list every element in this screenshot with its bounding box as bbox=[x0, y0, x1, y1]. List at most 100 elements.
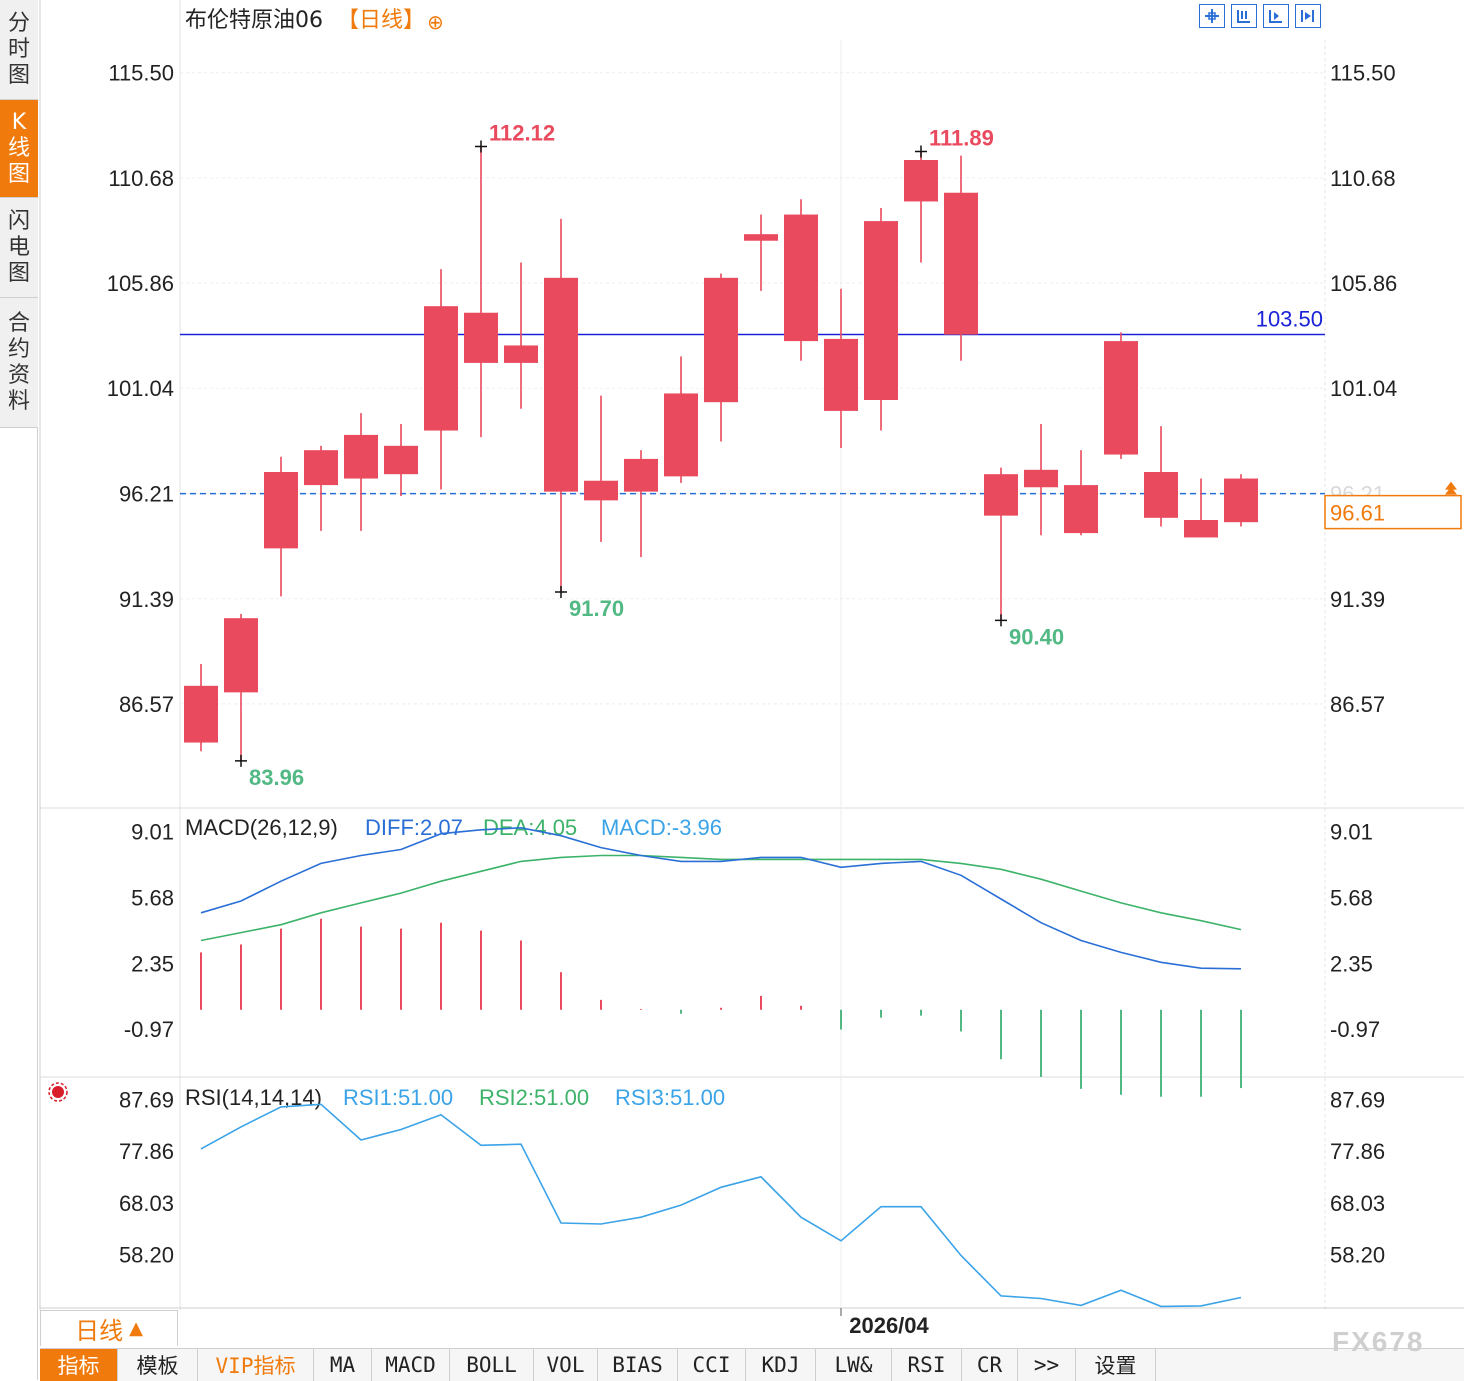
low-price-label: 83.96 bbox=[249, 765, 304, 790]
candle-body bbox=[464, 312, 498, 363]
candle-body bbox=[944, 192, 978, 335]
indicator-tab[interactable]: BOLL bbox=[450, 1349, 534, 1381]
rsi-tick-label-right: 87.69 bbox=[1330, 1088, 1385, 1113]
rsi-legend-item: RSI1:51.00 bbox=[343, 1085, 453, 1110]
sidebar-tab-0[interactable]: 分时图 bbox=[0, 0, 38, 100]
caret-up-icon: ▲ bbox=[129, 1318, 143, 1339]
period-button[interactable]: 日线 ▲ bbox=[40, 1310, 178, 1346]
rsi-tick-label-right: 77.86 bbox=[1330, 1139, 1385, 1164]
macd-tick-label-right: 9.01 bbox=[1330, 820, 1373, 845]
extreme-marker-icon bbox=[235, 754, 247, 767]
diff-line bbox=[200, 826, 1242, 970]
rsi-line bbox=[200, 1103, 1242, 1308]
candle-body bbox=[504, 345, 538, 363]
rsi-tick-label-left: 87.69 bbox=[119, 1088, 174, 1113]
indicator-tab[interactable]: RSI bbox=[892, 1349, 962, 1381]
macd-tick-label-left: 5.68 bbox=[131, 885, 174, 910]
candle-body bbox=[1184, 520, 1218, 538]
period-label: 日线 bbox=[75, 1317, 124, 1345]
rsi-tick-label-right: 58.20 bbox=[1330, 1242, 1385, 1267]
indicator-tab[interactable]: MA bbox=[314, 1349, 372, 1381]
price-tick-label-right: 115.50 bbox=[1330, 61, 1396, 86]
price-tick-label-left: 115.50 bbox=[108, 61, 174, 86]
extreme-marker-icon bbox=[555, 586, 567, 598]
sidebar-tab-2[interactable]: 闪电图 bbox=[0, 198, 38, 298]
high-price-label: 112.12 bbox=[489, 120, 555, 145]
indicator-tab[interactable]: >> bbox=[1018, 1349, 1076, 1381]
indicator-tab[interactable]: CR bbox=[962, 1349, 1018, 1381]
sidebar-tab-3[interactable]: 合约资料 bbox=[0, 298, 38, 428]
indicator-tab[interactable]: MACD bbox=[372, 1349, 450, 1381]
price-tick-label-right: 105.86 bbox=[1330, 271, 1397, 296]
candle-body bbox=[664, 393, 698, 477]
candle-body bbox=[784, 214, 818, 342]
price-tick-label-right: 91.39 bbox=[1330, 587, 1385, 612]
candle-body bbox=[824, 338, 858, 411]
level-line-label: 103.50 bbox=[1256, 307, 1323, 332]
price-tick-label-right: 101.04 bbox=[1330, 376, 1397, 401]
indicator-settings-icon[interactable] bbox=[48, 1082, 68, 1102]
indicator-tab[interactable]: VIP指标 bbox=[198, 1349, 314, 1381]
candle-body bbox=[304, 450, 338, 486]
low-price-label: 91.70 bbox=[569, 596, 624, 621]
rsi-tick-label-right: 68.03 bbox=[1330, 1191, 1385, 1216]
rsi-legend-item: RSI2:51.00 bbox=[479, 1085, 589, 1110]
price-tick-label-left: 110.68 bbox=[108, 166, 174, 191]
candle-body bbox=[384, 445, 418, 475]
crosshair-icon[interactable] bbox=[1199, 4, 1225, 28]
rsi-legend-item: RSI3:51.00 bbox=[615, 1085, 725, 1110]
period-tag: 【日线】 bbox=[337, 8, 425, 33]
price-tick-label-left: 91.39 bbox=[119, 587, 174, 612]
low-price-label: 90.40 bbox=[1009, 624, 1064, 649]
candle-body bbox=[344, 434, 378, 479]
indicator-tab[interactable]: VOL bbox=[534, 1349, 598, 1381]
candle-body bbox=[904, 160, 938, 202]
indicator-bar: 指标 模板 VIP指标 MA MACD BOLL VOL BIAS CCI KDJ LW& RSI CR… bbox=[40, 1348, 1464, 1381]
indicator-tab[interactable]: BIAS bbox=[598, 1349, 678, 1381]
price-tick-label-left: 101.04 bbox=[107, 376, 174, 401]
price-tick-label-right: 86.57 bbox=[1330, 692, 1385, 717]
candle-body bbox=[1144, 472, 1178, 518]
watermark: FX678 bbox=[1332, 1326, 1425, 1357]
candle-body bbox=[1104, 341, 1138, 455]
instrument-title: 布伦特原油06 bbox=[185, 8, 323, 33]
price-tick-label-left: 105.86 bbox=[107, 271, 174, 296]
extreme-marker-icon bbox=[475, 140, 487, 153]
chart-area[interactable]: 115.50 115.50 110.68 110.68 105.86 105.86 101.… bbox=[0, 0, 1464, 1348]
candle-body bbox=[864, 221, 898, 400]
candle-body bbox=[184, 685, 218, 743]
candle-body bbox=[224, 618, 258, 693]
zoom-icon: ⊕ bbox=[427, 10, 444, 34]
macd-tick-label-right: 5.68 bbox=[1330, 885, 1373, 910]
candle-body bbox=[984, 474, 1018, 516]
price-marker-icon bbox=[1445, 481, 1457, 495]
indicator-tab[interactable]: 模板 bbox=[118, 1349, 198, 1381]
candle-body bbox=[424, 306, 458, 431]
candle-body bbox=[264, 472, 298, 549]
last-price-value: 96.61 bbox=[1330, 501, 1385, 526]
candle-body bbox=[1024, 469, 1058, 488]
indicator-tab[interactable]: KDJ bbox=[746, 1349, 816, 1381]
dea-line bbox=[200, 854, 1242, 942]
price-tick-label-right: 110.68 bbox=[1330, 166, 1396, 191]
candle-body bbox=[1224, 478, 1258, 523]
macd-legend-item: DIFF:2.07 bbox=[365, 815, 463, 840]
last-price-badge bbox=[1324, 494, 1462, 530]
macd-legend-item: MACD:-3.96 bbox=[601, 815, 722, 840]
price-tick-label-left: 96.21 bbox=[119, 482, 174, 507]
macd-title: MACD(26,12,9) bbox=[185, 815, 338, 840]
rsi-tick-label-left: 68.03 bbox=[119, 1191, 174, 1216]
step-forward-icon[interactable] bbox=[1295, 4, 1321, 28]
indicator-tab[interactable]: LW& bbox=[816, 1349, 892, 1381]
chart-fit-icon[interactable] bbox=[1263, 4, 1289, 28]
candle-body bbox=[704, 277, 738, 403]
indicator-tab[interactable]: 设置 bbox=[1076, 1349, 1156, 1381]
indicator-tab[interactable]: CCI bbox=[678, 1349, 746, 1381]
bar-tool-icon[interactable] bbox=[1231, 4, 1257, 28]
candle-body bbox=[744, 234, 778, 241]
sidebar-filler bbox=[0, 428, 38, 1380]
extreme-marker-icon bbox=[995, 614, 1007, 627]
indicator-tab[interactable]: 指标 bbox=[40, 1349, 118, 1381]
rsi-tick-label-left: 58.20 bbox=[119, 1242, 174, 1267]
